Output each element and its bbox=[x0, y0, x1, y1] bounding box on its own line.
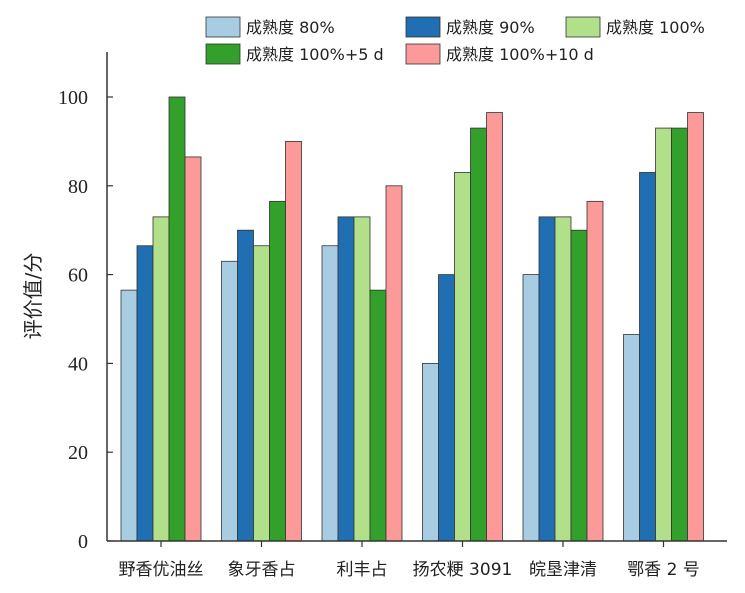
legend-label: 成熟度 100%+5 d bbox=[246, 45, 384, 64]
y-tick-label: 80 bbox=[68, 176, 88, 198]
bar bbox=[655, 127, 672, 542]
y-tick-label: 100 bbox=[58, 87, 88, 109]
bar bbox=[168, 96, 186, 542]
legend-swatch bbox=[205, 16, 241, 38]
bar bbox=[486, 112, 503, 542]
bar bbox=[470, 127, 487, 542]
legend-label: 成熟度 100%+10 d bbox=[446, 45, 594, 64]
x-tick-label: 象牙香占 bbox=[228, 560, 296, 580]
bar bbox=[623, 334, 640, 542]
legend: 成熟度 80% 成熟度 90% 成熟度 100% 成熟度 100%+5 d 成熟度 10… bbox=[205, 16, 705, 65]
x-tick-label: 鄂香 2 号 bbox=[627, 560, 700, 580]
bar bbox=[385, 185, 403, 542]
legend-swatch bbox=[565, 16, 601, 38]
x-tick-label: 利丰占 bbox=[337, 560, 388, 580]
y-tick-label: 40 bbox=[68, 353, 88, 375]
bar bbox=[120, 289, 138, 542]
bar bbox=[353, 216, 371, 542]
x-tick-label: 扬农粳 3091 bbox=[413, 560, 513, 580]
x-tick-label: 皖垦津清 bbox=[529, 560, 597, 580]
bar bbox=[422, 362, 439, 542]
axes: 0 20 40 60 80 100 野香优油丝 象牙香占 利丰占 扬农粳 3091 皖垦津清 鄂香 2… bbox=[58, 52, 727, 580]
legend-label: 成熟度 90% bbox=[446, 18, 535, 37]
legend-swatch bbox=[405, 16, 441, 38]
bar bbox=[454, 172, 471, 542]
bar bbox=[337, 216, 355, 542]
bar bbox=[438, 274, 455, 542]
bar bbox=[221, 260, 238, 542]
legend-swatch bbox=[205, 43, 241, 65]
legend-label: 成熟度 80% bbox=[246, 18, 335, 37]
bar bbox=[152, 216, 170, 542]
bar bbox=[136, 245, 154, 542]
y-tick-label: 20 bbox=[68, 442, 88, 464]
bar bbox=[321, 245, 339, 542]
bar bbox=[586, 200, 604, 542]
legend-label: 成熟度 100% bbox=[606, 18, 705, 37]
x-tick-label: 野香优油丝 bbox=[119, 560, 204, 580]
bar bbox=[184, 156, 202, 542]
bar bbox=[237, 229, 254, 542]
bar bbox=[538, 216, 556, 542]
legend-swatch bbox=[405, 43, 441, 65]
bar bbox=[285, 140, 302, 542]
bar bbox=[639, 172, 656, 542]
bar bbox=[687, 112, 704, 542]
bar bbox=[269, 200, 286, 542]
bar bbox=[369, 289, 387, 542]
bar bbox=[253, 245, 270, 542]
bar bbox=[671, 127, 688, 542]
y-tick-label: 0 bbox=[78, 531, 88, 553]
y-axis-title: 评价值/分 bbox=[21, 253, 45, 340]
bars bbox=[120, 96, 704, 542]
bar bbox=[522, 274, 540, 542]
bar bbox=[570, 229, 588, 542]
bar bbox=[554, 216, 572, 542]
y-tick-label: 60 bbox=[68, 265, 88, 287]
